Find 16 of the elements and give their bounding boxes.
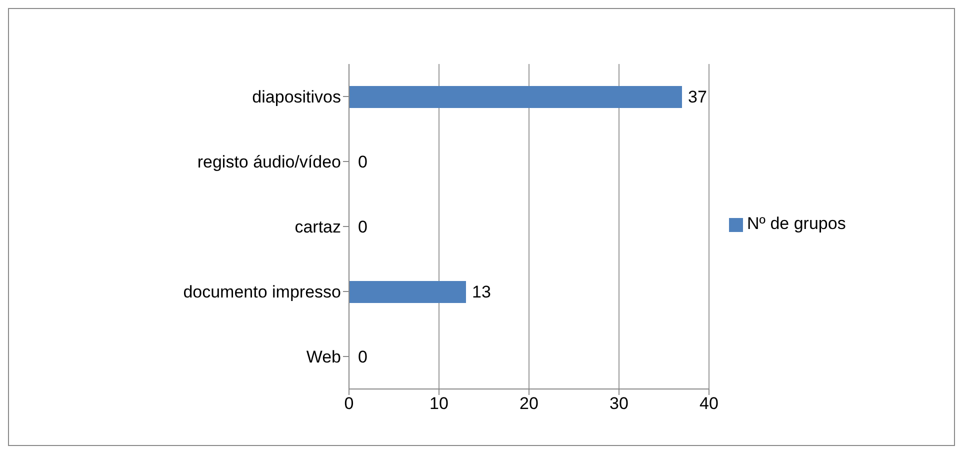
y-tick-label: documento impresso	[183, 282, 341, 302]
y-tick-label: Web	[306, 348, 341, 367]
data-label: 0	[358, 152, 368, 172]
data-label: 13	[472, 282, 491, 302]
data-label: 0	[358, 348, 368, 366]
data-label: 37	[688, 88, 707, 106]
x-tick-label: 40	[700, 394, 718, 414]
y-tick-label: diapositivos	[252, 88, 341, 107]
x-tick-label: 30	[610, 394, 628, 414]
x-tick-label: 0	[344, 394, 354, 414]
data-label: 0	[358, 218, 368, 236]
legend-label: Nº de grupos	[747, 214, 846, 233]
y-tick-label: registo áudio/vídeo	[197, 152, 341, 172]
x-tick-label: 10	[430, 394, 448, 414]
y-tick-label: cartaz	[294, 218, 341, 237]
x-tick-label: 20	[520, 394, 538, 414]
